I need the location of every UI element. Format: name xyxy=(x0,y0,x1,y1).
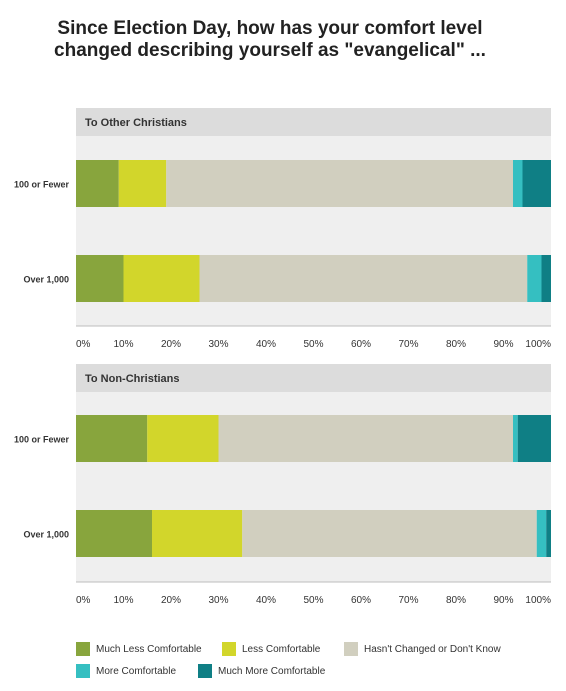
legend-swatch-unchanged xyxy=(344,642,358,656)
x-tick-label: 30% xyxy=(208,595,228,606)
bar-segment-less-comfortable xyxy=(118,160,167,207)
legend-item-unchanged: Hasn't Changed or Don't Know xyxy=(344,642,501,656)
x-tick-label: 60% xyxy=(351,595,371,606)
bar-segment-less-comfortable xyxy=(147,415,219,462)
bar-segment-much-more-comfortable xyxy=(546,510,551,557)
legend-swatch-much-more xyxy=(198,664,212,678)
x-tick-label: 60% xyxy=(351,339,371,350)
bar-segment-more-comfortable xyxy=(513,415,518,462)
x-tick-label: 100% xyxy=(525,339,551,350)
panel-title: To Other Christians xyxy=(85,117,187,129)
legend-swatch-less xyxy=(222,642,236,656)
bar-segment-much-less-comfortable xyxy=(76,255,124,302)
legend-swatch-more xyxy=(76,664,90,678)
x-tick-label: 70% xyxy=(398,595,418,606)
x-tick-label: 50% xyxy=(303,595,323,606)
category-label: Over 1,000 xyxy=(23,275,69,285)
bar-segment-more-comfortable xyxy=(513,160,523,207)
panel-title: To Non-Christians xyxy=(85,373,180,385)
bar-segment-much-more-comfortable xyxy=(541,255,551,302)
x-tick-label: 10% xyxy=(113,339,133,350)
legend-swatch-much-less xyxy=(76,642,90,656)
legend-item-less: Less Comfortable xyxy=(222,642,320,656)
bar-segment-hasn-t-changed-or-don-t-know xyxy=(199,255,528,302)
x-tick-label: 50% xyxy=(303,339,323,350)
legend-label: Much More Comfortable xyxy=(218,665,326,677)
category-label: 100 or Fewer xyxy=(14,435,70,445)
panel-header xyxy=(76,108,551,136)
legend-item-more: More Comfortable xyxy=(76,664,176,678)
bar-segment-much-less-comfortable xyxy=(76,160,119,207)
bar-segment-less-comfortable xyxy=(123,255,200,302)
x-tick-label: 30% xyxy=(208,339,228,350)
legend-label: Less Comfortable xyxy=(242,643,321,655)
x-tick-label: 100% xyxy=(525,595,551,606)
panel-header xyxy=(76,364,551,392)
bar-segment-more-comfortable xyxy=(527,255,542,302)
bar-segment-hasn-t-changed-or-don-t-know xyxy=(242,510,537,557)
bar-segment-much-more-comfortable xyxy=(517,415,551,462)
bar-segment-much-less-comfortable xyxy=(76,510,152,557)
x-tick-label: 0% xyxy=(76,595,91,606)
legend-label: Much Less Comfortable xyxy=(96,643,202,655)
x-tick-label: 40% xyxy=(256,595,276,606)
bar-segment-much-more-comfortable xyxy=(522,160,551,207)
legend-item-much-more: Much More Comfortable xyxy=(198,664,325,678)
legend-label: Hasn't Changed or Don't Know xyxy=(364,643,501,655)
x-tick-label: 0% xyxy=(76,339,91,350)
x-tick-label: 70% xyxy=(398,339,418,350)
bar-segment-hasn-t-changed-or-don-t-know xyxy=(218,415,513,462)
chart-title: Since Election Day, how has your comfort… xyxy=(54,18,486,61)
bar-segment-hasn-t-changed-or-don-t-know xyxy=(166,160,513,207)
x-tick-label: 10% xyxy=(113,595,133,606)
stacked-bar-chart: To Other Christians 100 or Fewer Over 1,00… xyxy=(14,108,551,606)
bar-segment-much-less-comfortable xyxy=(76,415,148,462)
category-label: Over 1,000 xyxy=(23,530,69,540)
x-tick-label: 40% xyxy=(256,339,276,350)
x-tick-label: 20% xyxy=(161,339,181,350)
bar-segment-less-comfortable xyxy=(152,510,243,557)
x-tick-label: 90% xyxy=(493,595,513,606)
bar-segment-more-comfortable xyxy=(536,510,547,557)
legend-label: More Comfortable xyxy=(96,665,177,677)
x-tick-label: 20% xyxy=(161,595,181,606)
x-tick-label: 90% xyxy=(493,339,513,350)
x-tick-label: 80% xyxy=(446,339,466,350)
x-tick-label: 80% xyxy=(446,595,466,606)
category-label: 100 or Fewer xyxy=(14,180,70,190)
legend-item-much-less: Much Less Comfortable xyxy=(76,642,202,656)
